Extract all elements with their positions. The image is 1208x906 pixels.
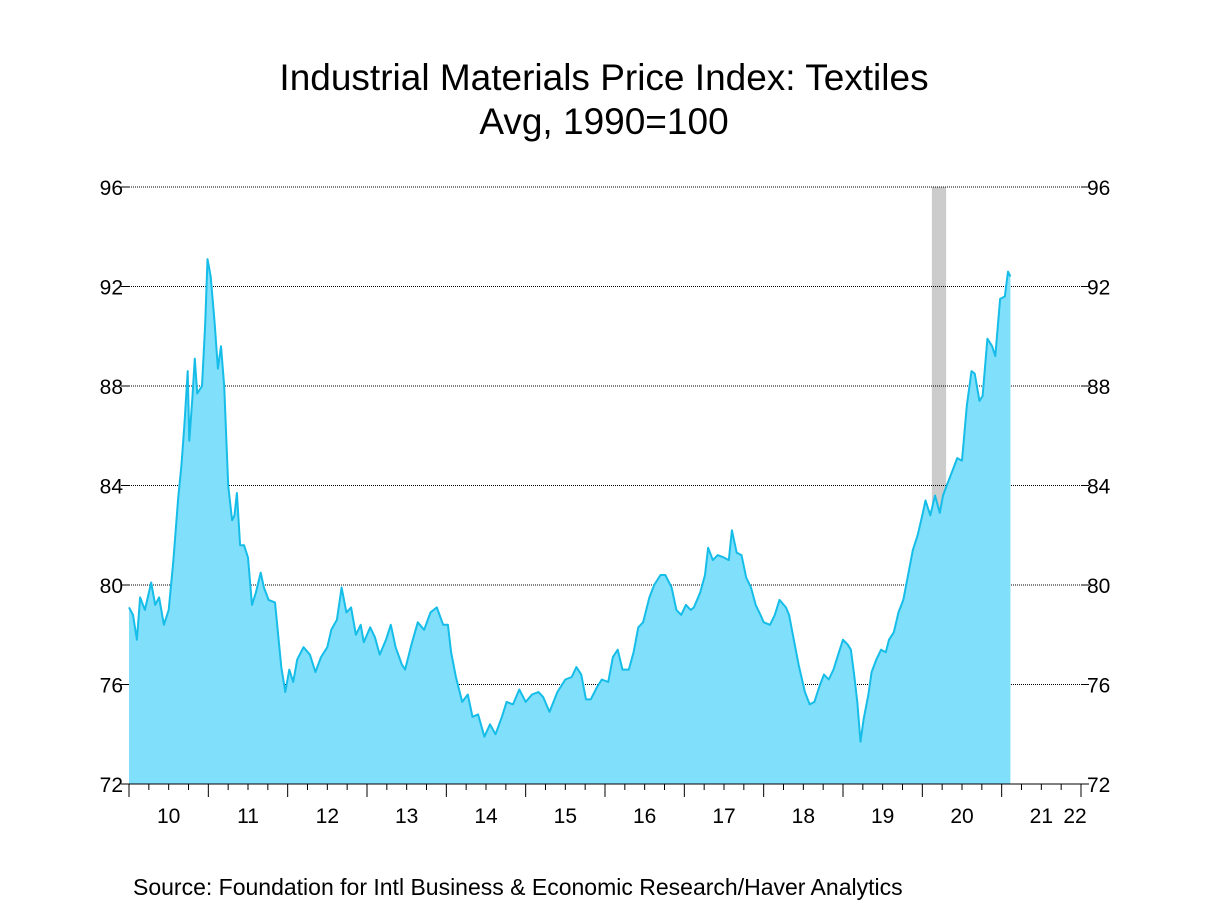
x-tick-label: 15 <box>554 805 577 828</box>
y-tick-label-left: 72 <box>100 774 123 797</box>
series-line <box>128 258 1012 743</box>
y-tick-label-left: 88 <box>100 376 123 399</box>
tick-labels: 72 72 76 76 80 80 84 84 88 88 92 92 96 96 10 11 12 13 14 15… <box>100 177 1111 828</box>
x-tick-label: 13 <box>395 805 418 828</box>
data-area-layer <box>128 258 1012 785</box>
x-tick-label: 12 <box>316 805 339 828</box>
x-tick-label: 17 <box>712 805 735 828</box>
y-tick-label-right: 92 <box>1087 277 1110 300</box>
series-area <box>129 259 1011 785</box>
y-tick-label-left: 76 <box>100 675 123 698</box>
x-tick-label: 10 <box>157 805 180 828</box>
y-tick-label-right: 84 <box>1087 476 1111 499</box>
x-tick-label: 18 <box>792 805 815 828</box>
x-tick-label: 16 <box>633 805 656 828</box>
y-tick-label-left: 92 <box>100 277 123 300</box>
y-tick-label-left: 96 <box>100 177 123 200</box>
chart-subtitle: Avg, 1990=100 <box>479 101 729 142</box>
y-tick-label-right: 88 <box>1087 376 1110 399</box>
chart-title: Industrial Materials Price Index: Textil… <box>279 57 929 98</box>
x-tick-label: 11 <box>237 805 259 828</box>
x-tick-label: 14 <box>474 805 498 828</box>
y-tick-label-left: 84 <box>100 476 124 499</box>
source-note: Source: Foundation for Intl Business & E… <box>133 874 903 900</box>
x-tick-label: 20 <box>950 805 973 828</box>
y-tick-label-right: 80 <box>1087 575 1110 598</box>
y-tick-label-right: 96 <box>1087 177 1110 200</box>
x-tick-label: 19 <box>871 805 894 828</box>
y-tick-label-right: 76 <box>1087 675 1110 698</box>
x-tick-label: 22 <box>1063 805 1086 828</box>
axes <box>121 186 1089 797</box>
y-tick-label-right: 72 <box>1087 774 1110 797</box>
y-tick-label-left: 80 <box>100 575 123 598</box>
x-tick-label: 21 <box>1030 805 1053 828</box>
